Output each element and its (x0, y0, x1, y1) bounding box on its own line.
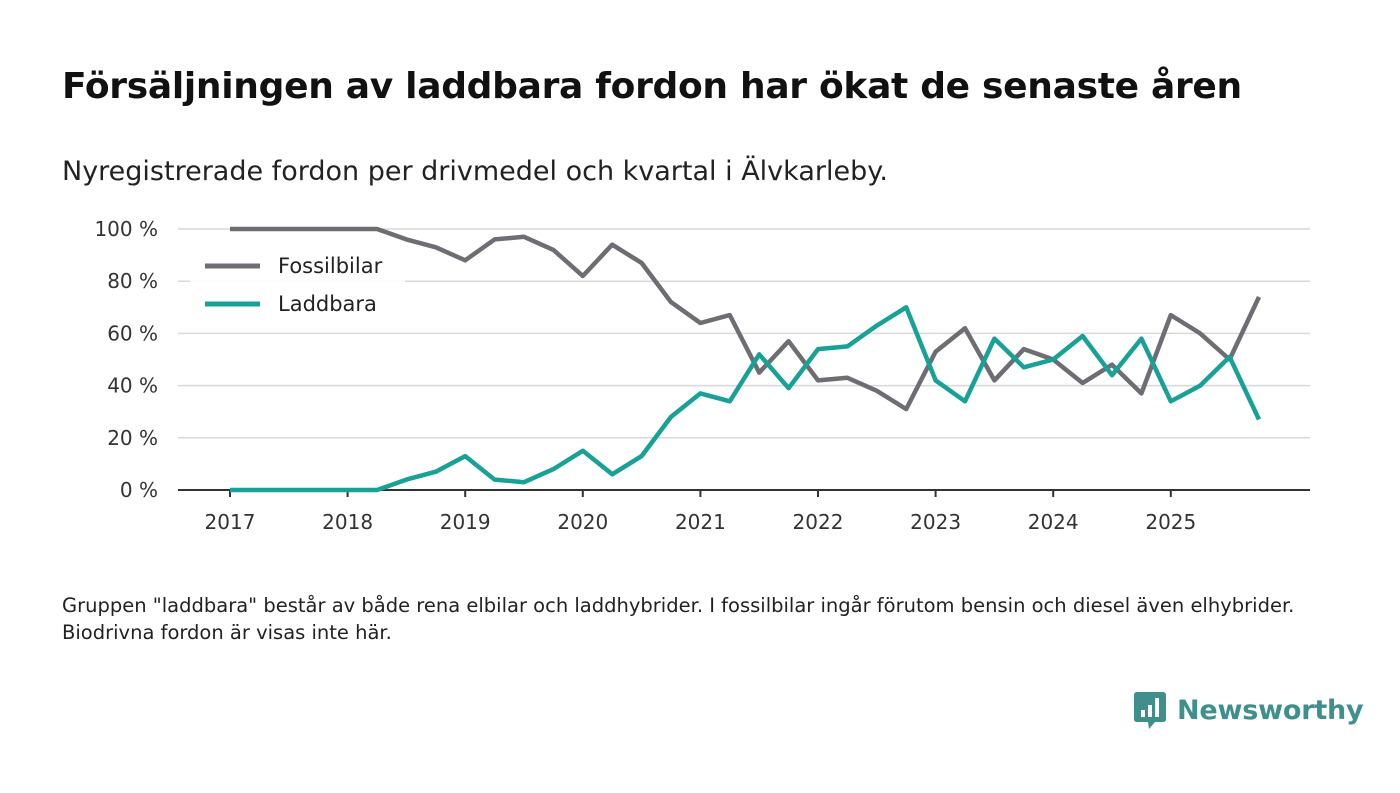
y-tick-label: 100 % (94, 217, 158, 241)
x-tick-label: 2020 (557, 510, 608, 534)
legend-background (190, 247, 405, 323)
x-tick-label: 2021 (675, 510, 726, 534)
x-tick-label: 2025 (1145, 510, 1196, 534)
y-tick-label: 60 % (107, 321, 158, 345)
x-tick-label: 2024 (1028, 510, 1079, 534)
x-tick-label: 2023 (910, 510, 961, 534)
legend: Fossilbilar Laddbara (190, 247, 405, 323)
chart-subtitle: Nyregistrerade fordon per drivmedel och … (62, 156, 888, 187)
brand-name: Newsworthy (1177, 694, 1364, 726)
newsworthy-logo: Newsworthy (1133, 690, 1364, 730)
chart-title: Försäljningen av laddbara fordon har öka… (62, 66, 1242, 107)
y-tick-label: 20 % (107, 426, 158, 450)
series-line-laddbara (230, 305, 1262, 493)
footnote: Gruppen "laddbara" består av både rena e… (62, 594, 1295, 644)
series-line-fossilbilar (230, 226, 1262, 412)
line-chart: 0 % 20 % 40 % 60 % 80 % 100 % 2017 2018 2019 2020… (94, 217, 1310, 534)
legend-label-laddbara: Laddbara (278, 292, 377, 316)
y-tick-label: 80 % (107, 269, 158, 293)
x-tick-label: 2019 (440, 510, 491, 534)
x-tick-label: 2017 (205, 510, 256, 534)
x-tick-label: 2018 (322, 510, 373, 534)
series-lines (230, 226, 1262, 493)
x-tick-label: 2022 (793, 510, 844, 534)
speech-bubble-chart-icon (1134, 692, 1166, 729)
y-tick-label: 0 % (120, 478, 158, 502)
legend-label-fossilbilar: Fossilbilar (278, 254, 383, 278)
y-tick-label: 40 % (107, 374, 158, 398)
